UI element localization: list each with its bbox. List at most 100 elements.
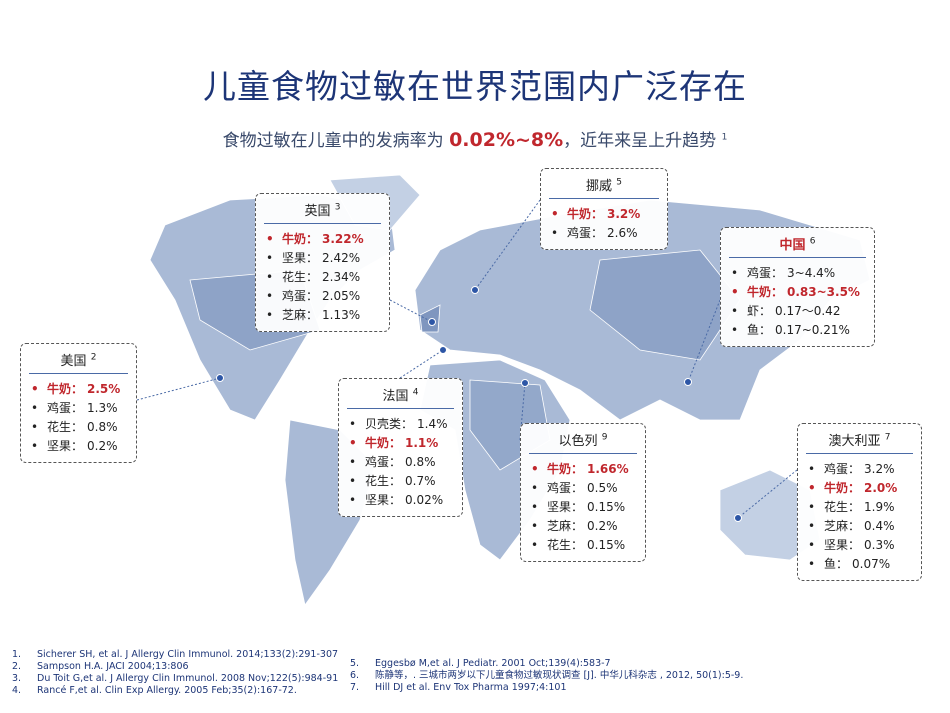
item-value: 3~4.4% [787, 266, 836, 280]
country: 以色列 [558, 434, 598, 449]
callout-title: 英国 3 [264, 200, 381, 224]
reference-text: Sicherer SH, et al. J Allergy Clin Immun… [37, 649, 339, 660]
item-value: 2.42% [322, 251, 361, 265]
item-value: 2.5% [87, 382, 121, 396]
item: 芝麻：0.2% [531, 517, 645, 536]
footnote-ref: 7 [884, 432, 891, 443]
item-value: 1.3% [87, 401, 118, 415]
country: 中国 [779, 238, 806, 253]
item: 牛奶：2.5% [31, 380, 136, 399]
item: 芝麻：0.4% [808, 517, 921, 536]
item-label: 牛奶： [747, 285, 784, 299]
reference-text: Hill DJ et al. Env Tox Pharma 1997;4:101 [375, 682, 567, 693]
item: 牛奶：1.66% [531, 460, 645, 479]
item-value: 0.5% [587, 481, 618, 495]
item-list: 牛奶：2.5%鸡蛋：1.3%花生：0.8%坚果：0.2% [21, 380, 136, 456]
item-label: 花生： [547, 538, 584, 552]
item: 贝壳类：1.4% [349, 415, 462, 434]
item: 花生：0.15% [531, 536, 645, 555]
item: 牛奶：2.0% [808, 479, 921, 498]
item-value: 0.2% [87, 439, 118, 453]
reference-number: 2. [12, 661, 22, 672]
reference-text: Sampson H.A. JACI 2004;13:806 [37, 661, 189, 672]
item-value: 0.2% [587, 519, 618, 533]
item-label: 芝麻： [824, 519, 861, 533]
item-value: 2.0% [864, 481, 898, 495]
reference-text: Rancé F,et al. Clin Exp Allergy. 2005 Fe… [37, 685, 297, 696]
subtitle-text: 食物过敏在儿童中的发病率为 [222, 131, 450, 151]
callout-box: 英国 3牛奶：3.22%坚果：2.42%花生：2.34%鸡蛋：2.05%芝麻：1… [255, 193, 390, 332]
item-value: 0.7% [405, 474, 436, 488]
item: 花生：0.8% [31, 418, 136, 437]
item-label: 鸡蛋： [567, 226, 604, 240]
callout-box: 澳大利亚 7鸡蛋：3.2%牛奶：2.0%花生：1.9%芝麻：0.4%坚果：0.3… [797, 423, 922, 581]
country: 英国 [304, 204, 331, 219]
item-value: 0.4% [864, 519, 895, 533]
item-label: 牛奶： [824, 481, 861, 495]
item-value: 3.2% [864, 462, 895, 476]
country: 法国 [382, 389, 409, 404]
footnote-ref: 9 [601, 432, 608, 443]
item-value: 0.8% [405, 455, 436, 469]
reference-number: 1. [12, 649, 22, 660]
item-list: 牛奶：1.66%鸡蛋：0.5%坚果：0.15%芝麻：0.2%花生：0.15% [521, 460, 645, 555]
item-label: 坚果： [365, 493, 402, 507]
item-label: 鱼： [747, 323, 772, 337]
reference-number: 5. [350, 658, 360, 669]
subtitle-highlight: 0.02%~8% [449, 129, 564, 151]
item: 鸡蛋：3.2% [808, 460, 921, 479]
item: 鸡蛋：0.5% [531, 479, 645, 498]
callout-title: 美国 2 [29, 350, 128, 374]
reference: 2. Sampson H.A. JACI 2004;13:806 [12, 661, 338, 673]
item: 花生：2.34% [266, 268, 389, 287]
item: 牛奶：3.2% [551, 205, 667, 224]
item-value: 0.02% [405, 493, 444, 507]
item-value: 1.4% [417, 417, 448, 431]
callout-box: 挪威 5 牛奶：3.2% 鸡蛋：2.6% [540, 168, 668, 250]
footnote-ref: 3 [334, 202, 341, 213]
item-label: 鸡蛋： [547, 481, 584, 495]
item-value: 0.07% [852, 557, 891, 571]
reference: 6. 陈静等，. 三城市两岁以下儿童食物过敏现状调查 [J]. 中华儿科杂志 , … [350, 670, 743, 682]
callout-title: 挪威 5 [549, 175, 659, 199]
item: 鸡蛋：0.8% [349, 453, 462, 472]
item-label: 坚果： [824, 538, 861, 552]
item: 花生：0.7% [349, 472, 462, 491]
item: 鱼：0.17~0.21% [731, 321, 874, 340]
reference: 3. Du Toit G,et al. J Allergy Clin Immuno… [12, 673, 338, 685]
item-value: 1.1% [405, 436, 439, 450]
item-value: 0.83~3.5% [787, 285, 860, 299]
item-label: 鸡蛋： [282, 289, 319, 303]
country: 澳大利亚 [828, 434, 881, 449]
item-label: 牛奶： [567, 207, 604, 221]
item-label: 坚果： [282, 251, 319, 265]
item-label: 坚果： [547, 500, 584, 514]
callout-box: 美国 2牛奶：2.5%鸡蛋：1.3%花生：0.8%坚果：0.2% [20, 343, 137, 463]
item: 坚果：0.2% [31, 437, 136, 456]
reference-number: 7. [350, 682, 360, 693]
reference-text: Eggesbø M,et al. J Pediatr. 2001 Oct;139… [375, 658, 611, 669]
item: 虾：0.17～0.42 [731, 302, 874, 321]
item-value: 0.3% [864, 538, 895, 552]
item-list: 贝壳类：1.4%牛奶：1.1%鸡蛋：0.8%花生：0.7%坚果：0.02% [339, 415, 462, 510]
item: 鸡蛋：1.3% [31, 399, 136, 418]
item: 坚果：0.15% [531, 498, 645, 517]
item: 鸡蛋：2.05% [266, 287, 389, 306]
subtitle-text: ，近年来呈上升趋势 [563, 131, 717, 151]
item-value: 0.15% [587, 538, 626, 552]
footnote-ref: 6 [809, 236, 816, 247]
item: 坚果：0.3% [808, 536, 921, 555]
item-value: 0.8% [87, 420, 118, 434]
reference-number: 4. [12, 685, 22, 696]
item-label: 花生： [47, 420, 84, 434]
item-label: 鸡蛋： [365, 455, 402, 469]
item-label: 花生： [365, 474, 402, 488]
item-list: 牛奶：3.22%坚果：2.42%花生：2.34%鸡蛋：2.05%芝麻：1.13% [256, 230, 389, 325]
item-value: 0.17~0.21% [775, 323, 850, 337]
callout-box: 中国 6鸡蛋：3~4.4%牛奶：0.83~3.5%虾：0.17～0.42鱼：0.… [720, 227, 875, 347]
item-label: 鱼： [824, 557, 849, 571]
item-list: 鸡蛋：3.2%牛奶：2.0%花生：1.9%芝麻：0.4%坚果：0.3%鱼：0.0… [798, 460, 921, 574]
item: 花生：1.9% [808, 498, 921, 517]
item-value: 2.6% [607, 226, 638, 240]
item-label: 花生： [824, 500, 861, 514]
